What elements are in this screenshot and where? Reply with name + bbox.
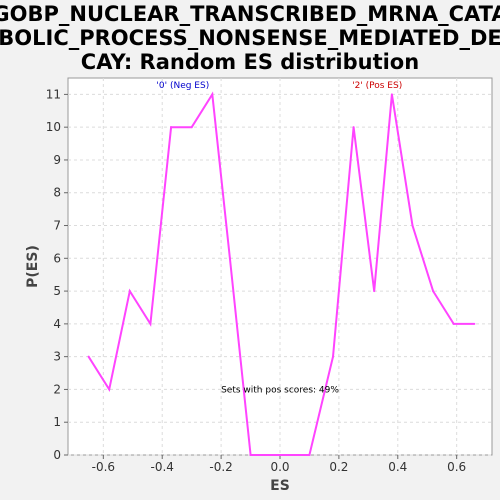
grid-lines <box>68 78 492 456</box>
chart-title-line: BOLIC_PROCESS_NONSENSE_MEDIATED_DE <box>0 26 500 50</box>
series-layer <box>87 91 476 456</box>
y-tick-label: 4 <box>53 317 61 331</box>
y-tick-label: 7 <box>53 219 61 233</box>
data-point <box>352 126 355 129</box>
chart-annotation: '2' (Pos ES) <box>352 81 402 91</box>
series-line <box>87 91 475 456</box>
data-point <box>432 290 435 293</box>
chart-title-line: GOBP_NUCLEAR_TRANSCRIBED_MRNA_CATA <box>0 2 500 26</box>
x-tick-label: 0.0 <box>270 460 289 474</box>
data-point <box>270 454 273 456</box>
data-point <box>452 322 455 325</box>
y-tick-label: 9 <box>53 153 61 167</box>
data-point <box>373 290 376 293</box>
y-tick-label: 6 <box>53 251 61 265</box>
data-point <box>332 355 334 358</box>
y-tick-label: 1 <box>53 415 61 429</box>
data-point <box>87 355 90 358</box>
data-point <box>228 257 231 260</box>
chart-title-line: CAY: Random ES distribution <box>81 50 419 74</box>
x-tick-label: -0.6 <box>92 460 115 474</box>
data-point <box>473 322 476 325</box>
data-point <box>211 93 214 96</box>
chart-annotation: '0' (Neg ES) <box>156 81 209 91</box>
data-point <box>390 93 393 96</box>
x-tick-label: 0.6 <box>447 460 466 474</box>
axes: -0.6 -0.4 -0.2 0.0 0.2 0.4 0.6 0 1 2 3 4 5 6 7 8 9 10 11 <box>46 87 466 474</box>
y-tick-label: 3 <box>53 350 61 364</box>
data-point <box>108 388 111 391</box>
data-point <box>128 290 131 293</box>
x-tick-label: 0.2 <box>329 460 348 474</box>
y-tick-label: 8 <box>53 186 61 200</box>
x-tick-label: 0.4 <box>388 460 407 474</box>
data-point <box>287 454 290 456</box>
y-tick-label: 0 <box>53 448 61 462</box>
data-point <box>411 224 414 227</box>
data-point <box>149 322 152 325</box>
y-tick-label: 5 <box>53 284 61 298</box>
x-tick-label: -0.2 <box>209 460 232 474</box>
data-point <box>170 126 173 129</box>
y-tick-label: 11 <box>46 87 61 101</box>
chart-annotation: Sets with pos scores: 49% <box>221 386 339 396</box>
annotations: '0' (Neg ES) '2' (Pos ES) Sets with pos sc… <box>156 81 402 396</box>
x-tick-label: -0.4 <box>151 460 174 474</box>
y-tick-label: 10 <box>46 120 61 134</box>
data-point <box>190 126 193 129</box>
data-point <box>308 454 311 456</box>
x-axis-label: ES <box>270 478 290 494</box>
y-tick-label: 2 <box>53 382 61 396</box>
data-point <box>249 454 252 456</box>
chart-title: GOBP_NUCLEAR_TRANSCRIBED_MRNA_CATABOLIC_… <box>0 2 500 74</box>
y-axis-label: P(ES) <box>25 245 41 288</box>
